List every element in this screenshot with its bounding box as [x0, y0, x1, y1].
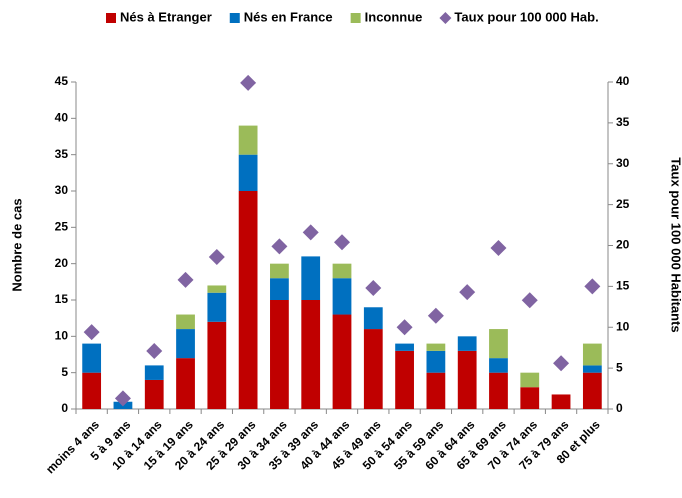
y-tick-label: 15: [55, 292, 69, 306]
y-axis-title: Nombre de cas: [9, 198, 24, 291]
y-tick-label: 25: [55, 220, 69, 234]
legend-marker: [350, 13, 361, 23]
bar: [582, 343, 602, 366]
y2-tick-label: 30: [616, 156, 630, 170]
y2-tick-label: 0: [616, 401, 623, 415]
y-tick-label: 45: [55, 74, 69, 88]
bar: [207, 292, 227, 322]
bar: [301, 300, 321, 409]
marker: [459, 284, 476, 301]
bar: [489, 358, 508, 373]
marker: [427, 307, 444, 324]
bar: [176, 314, 195, 330]
bar: [457, 336, 477, 351]
bar: [332, 314, 352, 409]
bar: [238, 191, 258, 409]
marker: [271, 238, 288, 255]
bar: [238, 154, 258, 191]
y-tick-label: 0: [61, 401, 68, 415]
y2-axis-title: Taux pour 100 000 Habitants: [669, 157, 682, 332]
bar: [207, 321, 227, 409]
bar: [332, 278, 352, 315]
legend-marker: [106, 13, 116, 23]
marker: [490, 239, 507, 256]
bar: [144, 379, 164, 409]
marker: [396, 319, 413, 336]
bar: [270, 263, 289, 279]
marker: [177, 271, 194, 288]
bar: [520, 372, 540, 388]
bar: [395, 350, 414, 409]
bar: [489, 372, 508, 409]
marker: [584, 278, 601, 295]
marker: [240, 74, 257, 91]
bar: [520, 387, 540, 409]
bar: [426, 372, 446, 409]
y2-tick-label: 5: [616, 360, 623, 374]
legend-label: Nés à Etranger: [120, 9, 212, 24]
bar: [551, 394, 571, 409]
marker: [83, 324, 100, 341]
bar: [82, 343, 102, 373]
bar: [176, 329, 195, 359]
y-tick-label: 10: [55, 329, 69, 343]
bar: [144, 365, 164, 380]
marker: [521, 292, 538, 309]
marker: [334, 234, 350, 251]
y2-tick-label: 25: [616, 197, 630, 211]
y-tick-label: 5: [61, 365, 68, 379]
marker: [114, 390, 131, 407]
legend-label: Inconnue: [365, 9, 423, 24]
bar: [489, 329, 508, 359]
y-tick-label: 20: [55, 256, 69, 270]
bar: [426, 343, 446, 351]
marker: [302, 224, 319, 241]
bar: [457, 350, 477, 409]
bar: [332, 263, 352, 279]
legend-marker: [439, 12, 452, 24]
bar: [270, 300, 289, 409]
marker: [208, 248, 225, 265]
bar: [207, 285, 227, 293]
bar: [363, 307, 383, 330]
bar: [270, 278, 289, 300]
y2-tick-label: 35: [616, 115, 630, 129]
marker: [365, 280, 382, 297]
marker: [146, 342, 163, 359]
y-tick-label: 35: [55, 147, 69, 161]
bar: [238, 125, 258, 155]
legend-label: Nés en France: [244, 9, 333, 24]
y2-tick-label: 20: [616, 238, 630, 252]
y2-tick-label: 10: [616, 319, 630, 333]
y2-tick-label: 40: [616, 74, 630, 88]
y-tick-label: 30: [55, 183, 69, 197]
bar: [395, 343, 414, 351]
bar: [426, 350, 446, 373]
legend-marker: [229, 13, 240, 23]
marker: [553, 355, 570, 372]
bar: [301, 256, 321, 300]
bar: [363, 329, 383, 409]
bar: [582, 372, 602, 409]
bar: [82, 372, 102, 409]
legend-label: Taux pour 100 000 Hab.: [454, 9, 598, 24]
y-tick-label: 40: [55, 111, 69, 125]
y2-tick-label: 15: [616, 279, 630, 293]
bar: [176, 358, 195, 409]
bar: [582, 365, 602, 373]
